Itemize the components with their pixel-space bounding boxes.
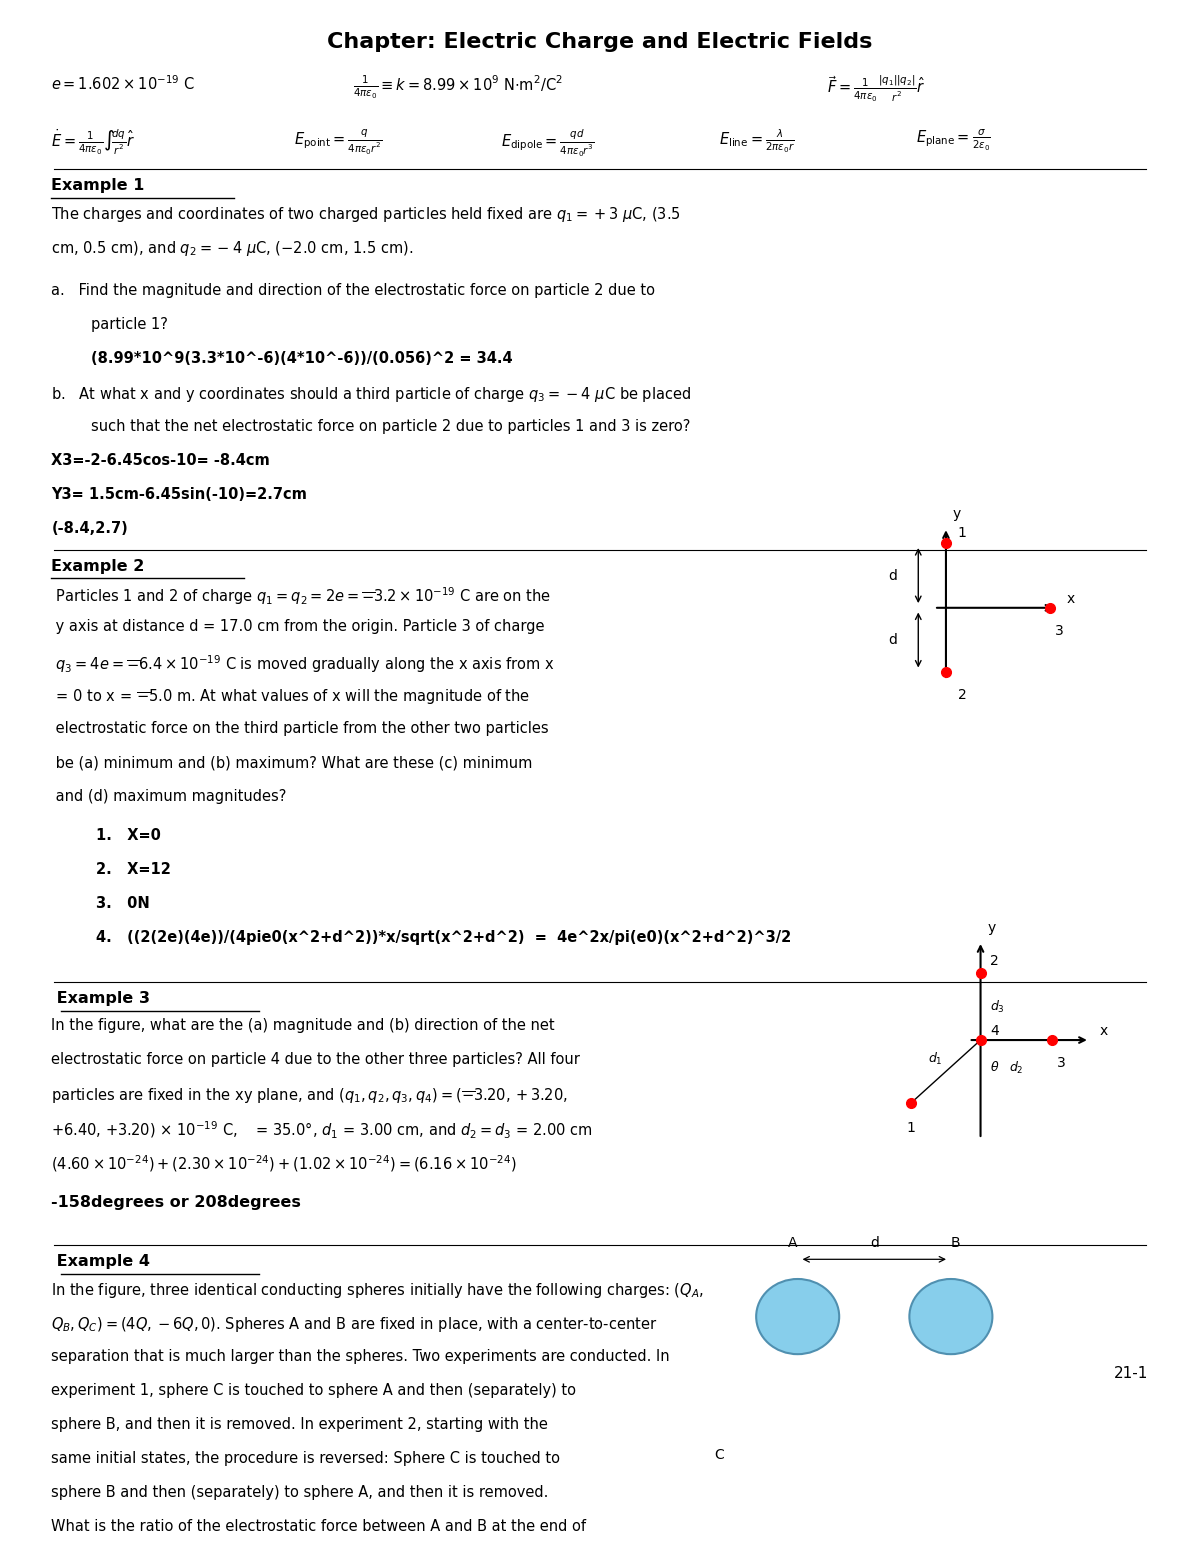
Text: y axis at distance d = 17.0 cm from the origin. Particle 3 of charge: y axis at distance d = 17.0 cm from the … [52, 620, 545, 635]
Text: In the figure, three identical conducting spheres initially have the following c: In the figure, three identical conductin… [52, 1281, 704, 1300]
Text: particle 1?: particle 1? [91, 317, 168, 332]
Text: $E_{\rm line} = \frac{\lambda}{2\pi\varepsilon_0 r}$: $E_{\rm line} = \frac{\lambda}{2\pi\vare… [719, 127, 794, 155]
Text: $\theta$: $\theta$ [990, 1059, 1000, 1073]
Text: 4: 4 [990, 1025, 1000, 1039]
Text: C: C [714, 1449, 724, 1463]
Circle shape [732, 1418, 815, 1492]
Text: sphere B, and then it is removed. In experiment 2, starting with the: sphere B, and then it is removed. In exp… [52, 1416, 548, 1432]
Text: particles are fixed in the xy plane, and $(q_1, q_2, q_3, q_4) = (\overline{-}3.: particles are fixed in the xy plane, and… [52, 1086, 568, 1104]
Text: Y3= 1.5cm-6.45sin(-10)=2.7cm: Y3= 1.5cm-6.45sin(-10)=2.7cm [52, 488, 307, 502]
Text: -158degrees or 208degrees: -158degrees or 208degrees [52, 1194, 301, 1210]
Text: a.   Find the magnitude and direction of the electrostatic force on particle 2 d: a. Find the magnitude and direction of t… [52, 283, 655, 298]
Circle shape [756, 1280, 839, 1354]
Text: The charges and coordinates of two charged particles held fixed are $q_1 = +3\ \: The charges and coordinates of two charg… [52, 205, 682, 224]
Text: 2.   X=12: 2. X=12 [96, 862, 170, 877]
Text: 3: 3 [1057, 1056, 1066, 1070]
Text: $\frac{1}{4\pi\varepsilon_0} \equiv k = 8.99\times10^9\ \mathrm{N{\cdot}m^2/C^2}: $\frac{1}{4\pi\varepsilon_0} \equiv k = … [353, 75, 563, 101]
Text: $E_{\rm plane} = \frac{\sigma}{2\varepsilon_0}$: $E_{\rm plane} = \frac{\sigma}{2\varepsi… [917, 127, 991, 152]
Text: cm, 0.5 cm), and $q_2 = -4\ \mu\mathrm{C}$, ($-2.0$ cm, 1.5 cm).: cm, 0.5 cm), and $q_2 = -4\ \mu\mathrm{C… [52, 239, 414, 258]
Text: such that the net electrostatic force on particle 2 due to particles 1 and 3 is : such that the net electrostatic force on… [91, 419, 690, 433]
Text: $E_{\rm dipole} = \frac{qd}{4\pi\varepsilon_0 r^3}$: $E_{\rm dipole} = \frac{qd}{4\pi\varepsi… [502, 127, 595, 158]
Text: d: d [889, 634, 898, 648]
Text: $d_2$: $d_2$ [1009, 1059, 1024, 1076]
Text: Chapter: Electric Charge and Electric Fields: Chapter: Electric Charge and Electric Fi… [328, 33, 872, 51]
Text: y: y [953, 508, 961, 522]
Text: x: x [1066, 592, 1074, 606]
Text: 1.   X=0: 1. X=0 [96, 828, 161, 843]
Text: A: A [788, 1236, 798, 1250]
Text: $\vec{F} = \frac{1}{4\pi\varepsilon_0}\frac{|q_1||q_2|}{r^2}\hat{r}$: $\vec{F} = \frac{1}{4\pi\varepsilon_0}\f… [827, 75, 925, 104]
Text: 1: 1 [958, 526, 967, 540]
Text: same initial states, the procedure is reversed: Sphere C is touched to: same initial states, the procedure is re… [52, 1451, 560, 1466]
Text: $E_{\rm point} = \frac{q}{4\pi\varepsilon_0 r^2}$: $E_{\rm point} = \frac{q}{4\pi\varepsilo… [294, 127, 382, 157]
Text: X3=-2-6.45cos-10= -8.4cm: X3=-2-6.45cos-10= -8.4cm [52, 453, 270, 467]
Text: $d_3$: $d_3$ [990, 999, 1006, 1014]
Text: sphere B and then (separately) to sphere A, and then it is removed.: sphere B and then (separately) to sphere… [52, 1485, 548, 1500]
Text: Example 3: Example 3 [52, 991, 150, 1006]
Text: 21-1: 21-1 [1115, 1365, 1148, 1381]
Text: 2: 2 [990, 955, 1000, 969]
Text: $d_1$: $d_1$ [928, 1051, 943, 1067]
Text: $(4.60\times10^{-24}) + (2.30\times10^{-24}) + (1.02\times10^{-24}) = (6.16\time: $(4.60\times10^{-24}) + (2.30\times10^{-… [52, 1154, 517, 1174]
Text: (8.99*10^9(3.3*10^-6)(4*10^-6))/(0.056)^2 = 34.4: (8.99*10^9(3.3*10^-6)(4*10^-6))/(0.056)^… [91, 351, 512, 367]
Text: 2: 2 [958, 688, 966, 702]
Text: = 0 to x = $\overline{-}$5.0 m. At what values of x will the magnitude of the: = 0 to x = $\overline{-}$5.0 m. At what … [52, 688, 530, 707]
Text: Example 1: Example 1 [52, 179, 145, 193]
Circle shape [910, 1280, 992, 1354]
Text: (-8.4,2.7): (-8.4,2.7) [52, 520, 128, 536]
Text: $Q_B, Q_C) = (4Q, -6Q, 0)$. Spheres A and B are fixed in place, with a center-to: $Q_B, Q_C) = (4Q, -6Q, 0)$. Spheres A an… [52, 1315, 658, 1334]
Text: What is the ratio of the electrostatic force between A and B at the end of: What is the ratio of the electrostatic f… [52, 1519, 587, 1534]
Text: experiment 1, sphere C is touched to sphere A and then (separately) to: experiment 1, sphere C is touched to sph… [52, 1382, 576, 1398]
Text: Example 4: Example 4 [52, 1253, 150, 1269]
Text: 3.   0N: 3. 0N [96, 896, 150, 912]
Text: electrostatic force on particle 4 due to the other three particles? All four: electrostatic force on particle 4 due to… [52, 1051, 581, 1067]
Text: $\dot{E} = \frac{1}{4\pi\varepsilon_0}\int\!\frac{dq}{r^2}\hat{r}$: $\dot{E} = \frac{1}{4\pi\varepsilon_0}\i… [52, 127, 136, 157]
Text: y: y [988, 921, 996, 935]
Text: $e = 1.602\times10^{-19}$ C: $e = 1.602\times10^{-19}$ C [52, 75, 196, 93]
Text: 3: 3 [1055, 624, 1063, 638]
Text: and (d) maximum magnitudes?: and (d) maximum magnitudes? [52, 789, 287, 804]
Text: separation that is much larger than the spheres. Two experiments are conducted. : separation that is much larger than the … [52, 1350, 670, 1364]
Text: 1: 1 [906, 1121, 916, 1135]
Text: electrostatic force on the third particle from the other two particles: electrostatic force on the third particl… [52, 722, 550, 736]
Text: +6.40, +3.20) $\times\ 10^{-19}$ C,    = 35.0°, $d_1$ = 3.00 cm, and $d_2 = d_3$: +6.40, +3.20) $\times\ 10^{-19}$ C, = 35… [52, 1120, 593, 1141]
Text: Example 2: Example 2 [52, 559, 145, 573]
Text: x: x [1099, 1025, 1108, 1039]
Text: d: d [889, 568, 898, 582]
Text: B: B [952, 1236, 961, 1250]
Text: 4.   ((2(2e)(4e))/(4pie0(x^2+d^2))*x/sqrt(x^2+d^2)  =  4e^2x/pi(e0)(x^2+d^2)^3/2: 4. ((2(2e)(4e))/(4pie0(x^2+d^2))*x/sqrt(… [96, 930, 791, 944]
Text: In the figure, what are the (a) magnitude and (b) direction of the net: In the figure, what are the (a) magnitud… [52, 1017, 556, 1033]
Text: b.   At what x and y coordinates should a third particle of charge $q_3 = -4\ \m: b. At what x and y coordinates should a … [52, 385, 691, 404]
Text: d: d [870, 1236, 878, 1250]
Text: Particles 1 and 2 of charge $q_1 = q_2 = 2e = \overline{-}3.2\times10^{-19}$ C a: Particles 1 and 2 of charge $q_1 = q_2 =… [52, 585, 552, 607]
Text: $q_3 = 4e = \overline{-}6.4\times10^{-19}$ C is moved gradually along the x axis: $q_3 = 4e = \overline{-}6.4\times10^{-19… [52, 654, 554, 676]
Text: be (a) minimum and (b) maximum? What are these (c) minimum: be (a) minimum and (b) maximum? What are… [52, 755, 533, 770]
